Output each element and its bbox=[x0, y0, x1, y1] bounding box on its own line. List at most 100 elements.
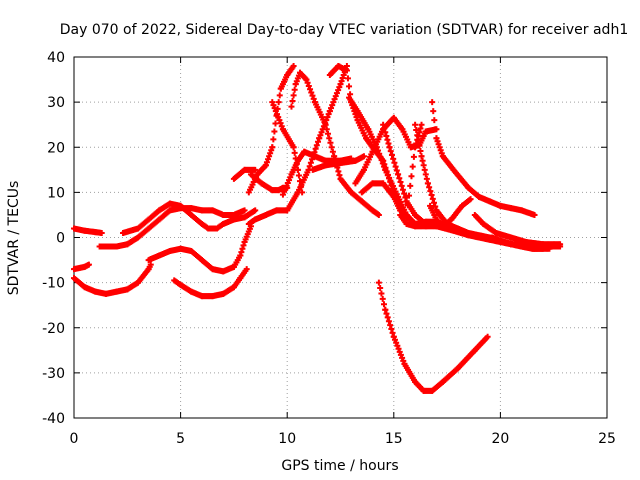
data-point bbox=[391, 159, 398, 166]
data-point bbox=[422, 171, 429, 178]
data-point bbox=[272, 120, 279, 127]
data-point bbox=[326, 135, 333, 142]
data-point bbox=[269, 99, 276, 106]
series-arc-1 bbox=[71, 225, 105, 236]
data-point bbox=[438, 150, 445, 157]
data-point bbox=[333, 90, 340, 97]
data-point bbox=[421, 166, 428, 173]
series-arc-10 bbox=[245, 63, 350, 227]
data-point bbox=[275, 99, 282, 106]
data-point bbox=[426, 184, 433, 191]
data-point bbox=[266, 153, 273, 160]
data-point bbox=[316, 135, 323, 142]
data-point bbox=[270, 102, 277, 109]
series-arc-26 bbox=[488, 234, 553, 252]
data-point bbox=[330, 99, 337, 106]
data-point bbox=[243, 266, 250, 273]
data-point bbox=[546, 245, 553, 252]
data-point bbox=[383, 132, 390, 139]
data-point bbox=[413, 126, 420, 133]
data-point bbox=[385, 140, 392, 147]
data-points bbox=[71, 63, 564, 394]
data-point bbox=[376, 150, 383, 157]
data-point bbox=[393, 167, 400, 174]
series-arc-7 bbox=[171, 266, 250, 300]
data-point bbox=[399, 354, 406, 361]
data-point bbox=[432, 203, 439, 210]
data-point bbox=[290, 144, 297, 151]
data-point bbox=[263, 159, 270, 166]
data-point bbox=[432, 126, 439, 133]
data-point bbox=[308, 89, 315, 96]
data-point bbox=[309, 92, 316, 99]
data-point bbox=[340, 72, 347, 79]
data-point bbox=[289, 97, 296, 104]
data-point bbox=[412, 144, 419, 151]
data-point bbox=[390, 155, 397, 162]
data-point bbox=[384, 136, 391, 143]
data-point bbox=[291, 149, 298, 156]
data-point bbox=[378, 290, 385, 297]
data-point bbox=[374, 147, 381, 154]
data-point bbox=[304, 79, 311, 86]
data-point bbox=[435, 141, 442, 148]
data-point bbox=[290, 63, 297, 70]
y-tick-label: 0 bbox=[56, 231, 65, 247]
data-point bbox=[381, 125, 388, 132]
chart-title: Day 070 of 2022, Sidereal Day-to-day VTE… bbox=[60, 22, 628, 38]
data-point bbox=[324, 114, 331, 121]
data-point bbox=[328, 144, 335, 151]
data-point bbox=[241, 207, 248, 214]
data-point bbox=[377, 285, 384, 292]
data-point bbox=[433, 135, 440, 142]
y-tick-label: -20 bbox=[42, 321, 65, 337]
data-point bbox=[238, 249, 245, 256]
data-point bbox=[397, 179, 404, 186]
data-point bbox=[413, 140, 420, 147]
data-point bbox=[344, 75, 351, 82]
data-point bbox=[388, 326, 395, 333]
series-arc-21 bbox=[397, 211, 440, 230]
data-point bbox=[271, 105, 278, 112]
data-point bbox=[431, 199, 438, 206]
data-point bbox=[265, 156, 272, 163]
data-point bbox=[312, 145, 319, 152]
data-point bbox=[394, 342, 401, 349]
series-arc-23 bbox=[427, 196, 474, 230]
data-point bbox=[403, 211, 410, 218]
series-arc-25 bbox=[471, 211, 564, 248]
data-point bbox=[288, 103, 295, 110]
data-point bbox=[382, 129, 389, 136]
plot-frame bbox=[73, 56, 608, 419]
data-point bbox=[323, 126, 330, 133]
data-point bbox=[391, 336, 398, 343]
series-arc-27 bbox=[375, 279, 491, 394]
y-tick-label: -10 bbox=[42, 276, 65, 292]
data-point bbox=[98, 229, 105, 236]
data-point bbox=[291, 86, 298, 93]
data-point bbox=[325, 130, 332, 137]
data-point bbox=[295, 172, 302, 179]
data-point bbox=[328, 105, 335, 112]
data-point bbox=[271, 128, 278, 135]
data-point bbox=[329, 102, 336, 109]
data-point bbox=[335, 168, 342, 175]
data-point bbox=[407, 182, 414, 189]
data-point bbox=[416, 129, 423, 136]
data-point bbox=[331, 96, 338, 103]
data-point bbox=[331, 153, 338, 160]
data-point bbox=[384, 314, 391, 321]
series-arc-13 bbox=[279, 148, 355, 198]
y-tick-label: 10 bbox=[47, 185, 65, 201]
data-point bbox=[484, 333, 491, 340]
data-point bbox=[388, 151, 395, 158]
data-point bbox=[434, 138, 441, 145]
data-point bbox=[412, 121, 419, 128]
data-point bbox=[237, 252, 244, 259]
data-point bbox=[338, 78, 345, 85]
data-point bbox=[267, 150, 274, 157]
data-point bbox=[322, 121, 329, 128]
x-tick-label: 0 bbox=[70, 431, 79, 447]
data-point bbox=[310, 95, 317, 102]
